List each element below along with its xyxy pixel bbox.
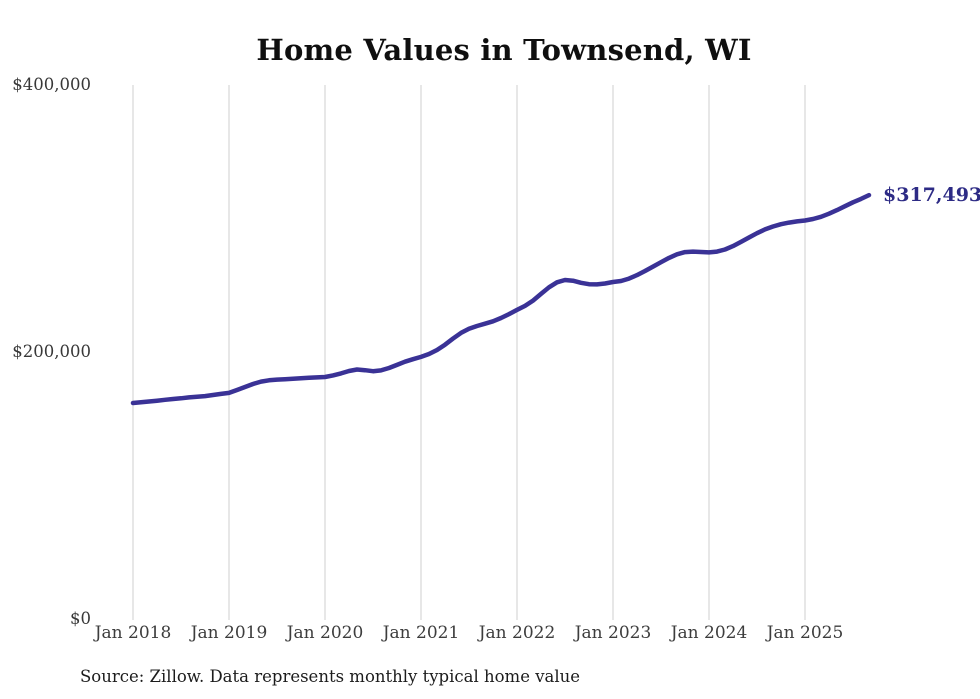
x-axis-tick-label: Jan 2022: [478, 623, 556, 643]
x-axis-tick-label: Jan 2019: [190, 623, 268, 643]
home-value-series-line: [130, 192, 872, 406]
y-axis-tick-label: $400,000: [12, 75, 91, 94]
x-axis-tick-label: Jan 2018: [94, 623, 172, 643]
x-axis-tick-label: Jan 2020: [286, 623, 364, 643]
x-axis-tick-label: Jan 2025: [766, 623, 844, 643]
chart-title: Home Values in Townsend, WI: [256, 33, 752, 67]
x-axis-tick-label: Jan 2021: [382, 623, 460, 643]
y-axis-tick-label: $200,000: [12, 342, 91, 361]
x-axis-tick-label: Jan 2023: [574, 623, 652, 643]
source-note: Source: Zillow. Data represents monthly …: [80, 667, 581, 686]
end-value-label: $317,493: [883, 184, 980, 207]
x-axis-tick-label: Jan 2024: [670, 623, 748, 643]
y-axis-tick-label: $0: [70, 609, 91, 628]
